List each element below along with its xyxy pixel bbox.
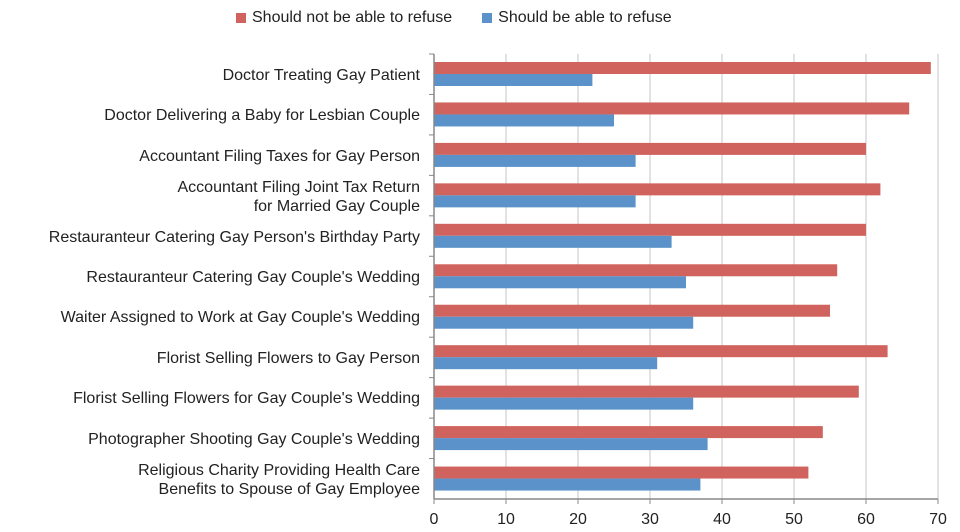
category-label: Restauranteur Catering Gay Couple's Wedd…	[86, 269, 420, 286]
x-tick-label: 30	[641, 511, 659, 528]
category-label: Restauranteur Catering Gay Person's Birt…	[48, 228, 420, 246]
bar-should-refuse	[434, 74, 593, 86]
legend-item-should-not-refuse: Should not be able to refuse	[236, 9, 452, 27]
bar-should-not-refuse	[434, 264, 838, 277]
x-tick-label: 20	[569, 511, 587, 528]
x-tick-label: 50	[785, 511, 803, 528]
legend-swatch	[236, 13, 246, 23]
category-label: Waiter Assigned to Work at Gay Couple's …	[60, 309, 420, 327]
x-tick-label: 70	[929, 511, 947, 528]
bar-should-not-refuse	[434, 426, 823, 439]
x-tick-label: 10	[497, 511, 515, 528]
bar-should-refuse	[434, 235, 672, 248]
bar-should-not-refuse	[434, 62, 931, 74]
legend: Should not be able to refuse Should be a…	[236, 9, 672, 27]
category-label: Accountant Filing Taxes for Gay Person	[139, 147, 420, 165]
bar-should-not-refuse	[434, 466, 809, 479]
bar-should-not-refuse	[434, 223, 866, 236]
category-label: Accountant Filing Joint Tax Return for Ma…	[177, 178, 421, 215]
x-tick-label: 40	[713, 511, 731, 528]
bar-should-refuse	[434, 154, 636, 167]
bar-should-refuse	[434, 438, 708, 451]
bar-should-refuse	[434, 316, 694, 329]
bar-should-refuse	[434, 478, 701, 491]
bar-should-refuse	[434, 276, 686, 289]
bar-should-not-refuse	[434, 304, 830, 317]
bar-should-refuse	[434, 195, 636, 208]
bar-should-not-refuse	[434, 385, 859, 398]
x-tick-label: 60	[857, 511, 875, 528]
legend-item-should-refuse: Should be able to refuse	[482, 9, 672, 27]
category-label: Religious Charity Providing Health Care B…	[138, 461, 420, 498]
bar-should-not-refuse	[434, 345, 888, 358]
category-label: Florist Selling Flowers for Gay Couple's…	[73, 390, 420, 408]
category-label: Doctor Delivering a Baby for Lesbian Cou…	[104, 107, 420, 125]
bar-should-not-refuse	[434, 102, 910, 115]
legend-swatch	[482, 13, 493, 23]
category-label: Photographer Shooting Gay Couple's Weddi…	[88, 430, 420, 448]
legend-label: Should not be able to refuse	[252, 9, 453, 26]
category-label: Florist Selling Flowers to Gay Person	[156, 349, 420, 367]
category-label: Doctor Treating Gay Patient	[222, 66, 420, 84]
bar-should-refuse	[434, 114, 614, 127]
x-tick-label: 0	[430, 511, 439, 528]
bar-should-not-refuse	[434, 142, 866, 155]
legend-label: Should be able to refuse	[498, 9, 672, 26]
bar-should-refuse	[434, 357, 658, 370]
bar-should-not-refuse	[434, 183, 881, 196]
bar-should-refuse	[434, 397, 694, 410]
